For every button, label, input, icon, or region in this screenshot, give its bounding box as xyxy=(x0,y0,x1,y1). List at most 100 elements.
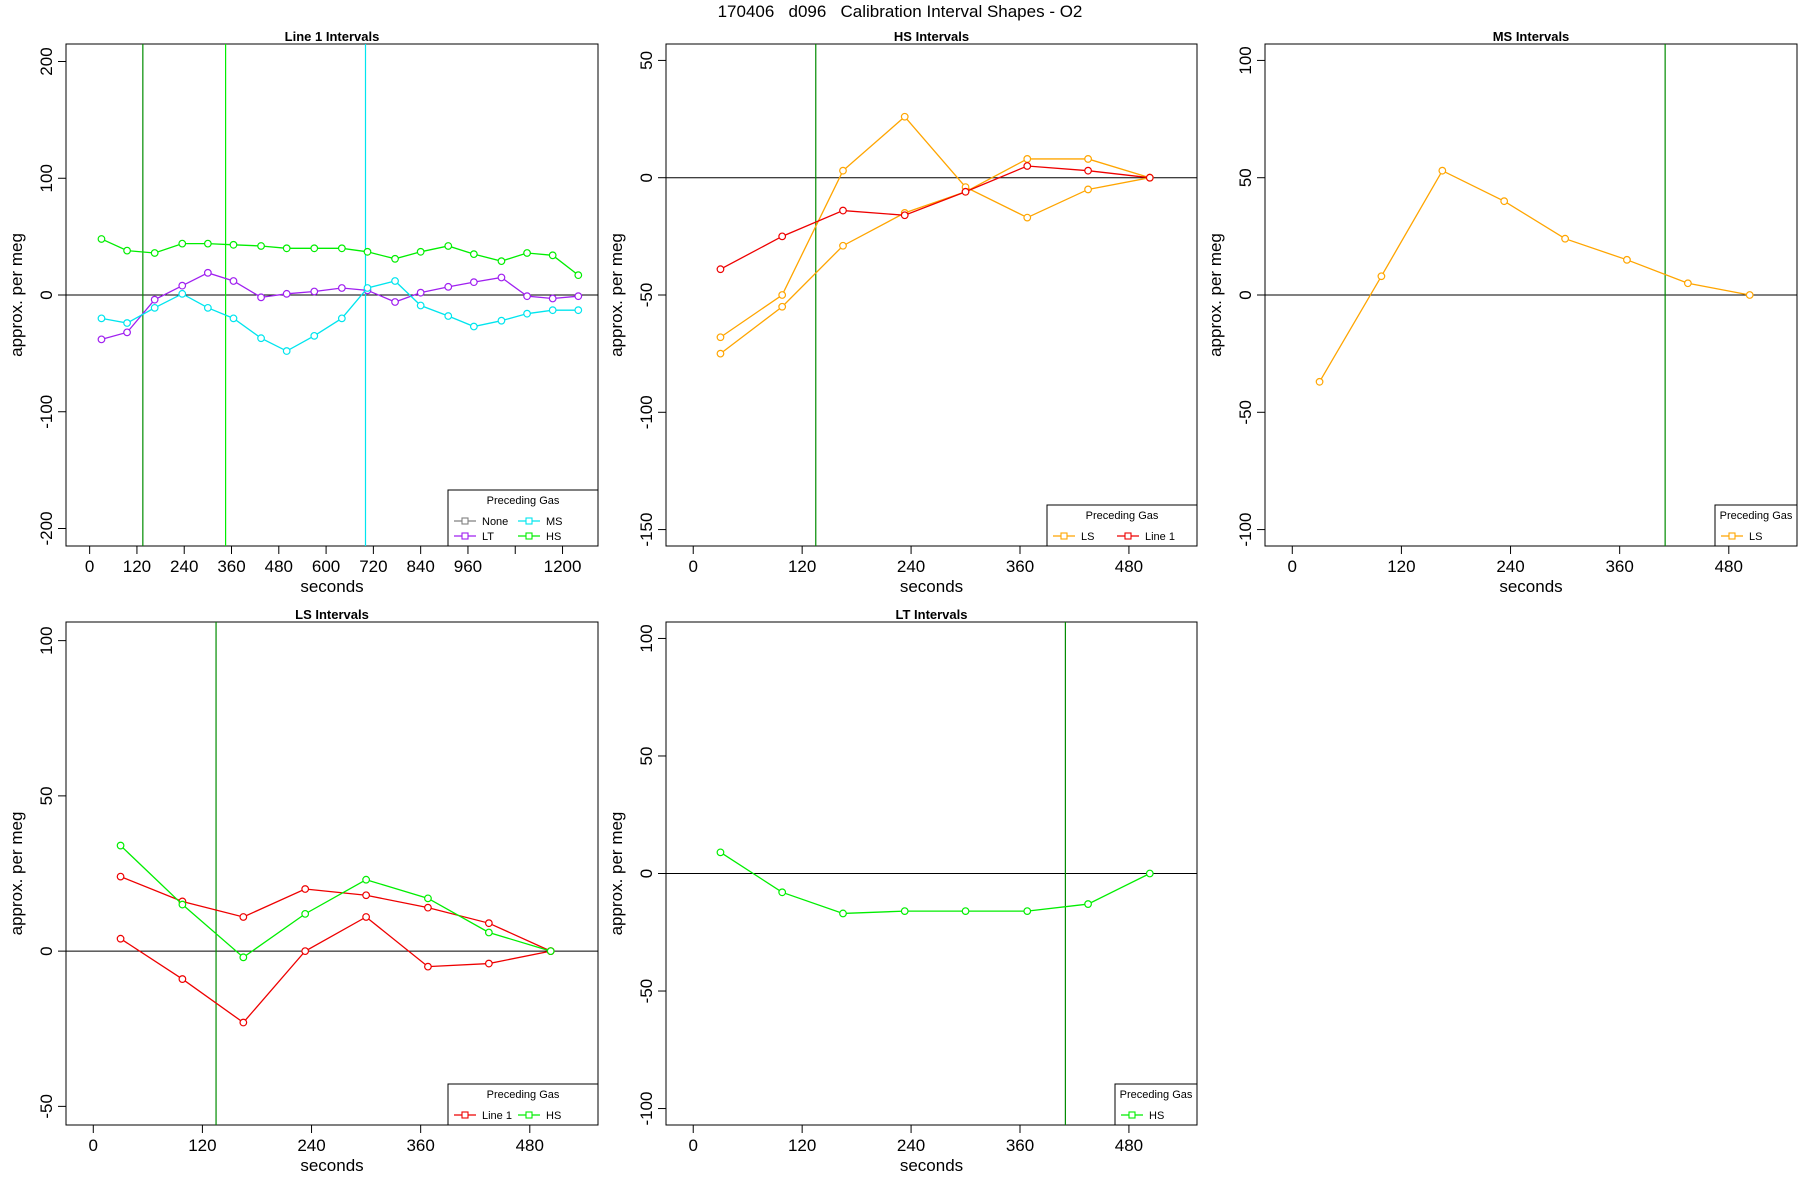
legend-swatch-marker xyxy=(525,517,533,525)
y-tick-label: 100 xyxy=(1236,46,1255,74)
data-point xyxy=(778,291,787,299)
x-tick-label: 480 xyxy=(1715,557,1743,576)
y-tick-label: 50 xyxy=(637,51,656,70)
series-line xyxy=(101,272,579,340)
data-point xyxy=(1623,255,1631,264)
data-point xyxy=(416,247,425,256)
data-point xyxy=(574,271,583,280)
legend-swatch-marker xyxy=(461,1111,469,1119)
x-tick-label: 360 xyxy=(217,557,245,576)
data-point xyxy=(310,287,319,296)
chart-panel-5: LT Intervals 0 120 240 360 480 seconds -100 -50 0… xyxy=(607,607,1198,1175)
x-tick-label: 120 xyxy=(788,557,816,576)
legend-title: Preceding Gas xyxy=(487,1089,560,1101)
data-point xyxy=(416,288,425,297)
data-point xyxy=(116,841,125,850)
x-axis-label: seconds xyxy=(300,577,363,596)
series-line xyxy=(120,845,551,959)
data-point xyxy=(1315,377,1324,386)
data-point xyxy=(778,302,787,311)
legend-swatch-marker xyxy=(1728,532,1736,540)
data-point xyxy=(391,254,399,263)
data-point xyxy=(239,913,248,921)
data-point xyxy=(497,316,506,325)
panel-title: LS Intervals xyxy=(295,607,369,622)
y-tick-label: 100 xyxy=(37,164,56,192)
data-point xyxy=(1023,907,1032,916)
series-line xyxy=(720,165,1150,270)
data-point xyxy=(178,289,187,298)
plot-frame xyxy=(665,43,1198,547)
y-tick-label: 0 xyxy=(637,173,656,182)
legend-swatch-marker xyxy=(525,532,533,540)
data-point xyxy=(1084,185,1092,194)
x-tick-label: 840 xyxy=(406,557,434,576)
data-point xyxy=(900,112,909,121)
data-point xyxy=(150,303,159,312)
legend-title: Preceding Gas xyxy=(487,495,560,507)
data-point xyxy=(961,187,970,196)
data-point xyxy=(416,301,425,310)
data-point xyxy=(229,277,238,285)
y-tick-label: 0 xyxy=(637,869,656,878)
legend-entry-label: LT xyxy=(482,531,494,543)
data-point xyxy=(469,322,478,331)
y-tick-label: 0 xyxy=(37,290,56,299)
data-point xyxy=(1145,173,1154,182)
x-tick-label: 960 xyxy=(454,557,482,576)
data-point xyxy=(97,314,106,323)
data-point xyxy=(282,289,291,298)
x-tick-label: 240 xyxy=(897,557,925,576)
legend-title: Preceding Gas xyxy=(1120,1089,1193,1101)
data-point xyxy=(239,953,248,962)
data-point xyxy=(1500,197,1509,206)
data-point xyxy=(469,278,478,287)
data-point xyxy=(497,257,506,266)
chart-panel-1: Line 1 Intervals 0 120 240 360 480 600 720 840 96… xyxy=(7,29,599,596)
legend-entry-label: LS xyxy=(1749,531,1762,543)
series-line xyxy=(720,851,1151,915)
legend-swatch-marker xyxy=(461,517,469,525)
legend: Preceding Gas None LT MS HS xyxy=(447,489,599,547)
data-point xyxy=(716,848,725,857)
x-axis-label: seconds xyxy=(1499,577,1562,596)
data-point xyxy=(123,319,131,327)
data-point xyxy=(301,909,310,918)
legend-box xyxy=(1046,504,1198,547)
data-point xyxy=(310,244,319,253)
legend: Preceding Gas Line 1 HS xyxy=(447,1083,599,1126)
data-point xyxy=(310,331,319,340)
panel-title: MS Intervals xyxy=(1493,29,1570,44)
data-point xyxy=(484,919,493,928)
data-point xyxy=(444,312,453,320)
data-point xyxy=(123,328,131,337)
data-point xyxy=(497,273,506,282)
data-point xyxy=(203,268,212,277)
panel-title: LT Intervals xyxy=(895,607,967,622)
x-tick-label: 480 xyxy=(516,1136,544,1155)
x-tick-label: 360 xyxy=(1006,557,1034,576)
data-point xyxy=(1023,162,1032,170)
legend-entry-label: None xyxy=(482,516,508,528)
plot-area xyxy=(1265,44,1797,546)
plot-frame xyxy=(65,621,599,1126)
data-point xyxy=(116,934,125,943)
x-tick-label: 480 xyxy=(265,557,293,576)
y-tick-label: -50 xyxy=(637,979,656,1004)
data-point xyxy=(484,928,493,937)
data-point xyxy=(178,281,187,290)
data-point xyxy=(363,284,372,292)
data-point xyxy=(1377,272,1386,281)
x-tick-label: 120 xyxy=(188,1136,216,1155)
x-tick-label: 480 xyxy=(1115,1136,1143,1155)
data-point xyxy=(178,975,187,983)
legend-entry-label: LS xyxy=(1081,531,1094,543)
legend-entry-label: HS xyxy=(1149,1110,1164,1122)
y-tick-label: 0 xyxy=(37,946,56,955)
x-tick-label: 120 xyxy=(1387,557,1415,576)
plot-area xyxy=(666,44,1197,546)
data-point xyxy=(484,959,493,968)
data-point xyxy=(229,240,238,249)
y-axis-label: approx. per meg xyxy=(1206,233,1225,357)
